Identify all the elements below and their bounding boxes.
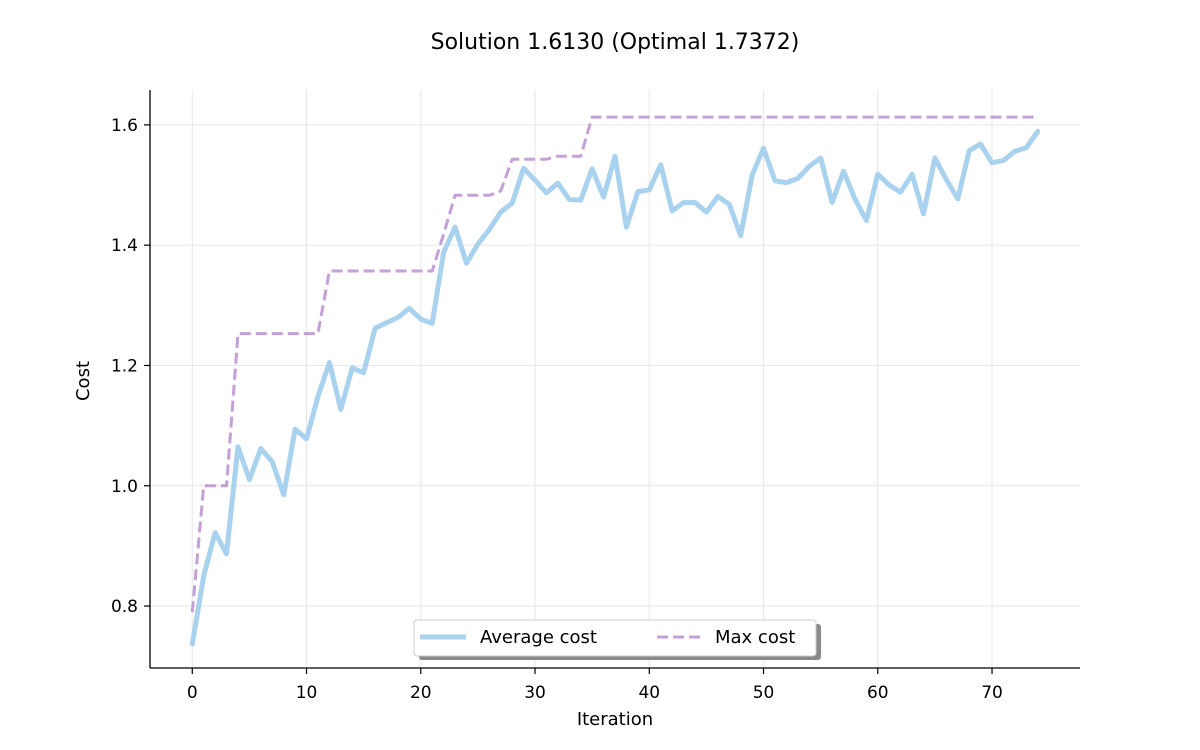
max-cost-line [190,115,1038,613]
x-axis-title: Iteration [577,709,653,730]
x-tick-label: 60 [867,683,889,703]
y-tick-label: 1.6 [111,116,138,136]
x-tick-label: 40 [638,683,660,703]
legend-label-max-cost: Max cost [715,627,795,648]
y-tick-label: 0.8 [111,597,138,617]
y-tick-label: 1.0 [111,477,138,497]
y-tick-label: 1.4 [111,236,138,256]
legend: Average cost Max cost [413,619,821,660]
y-axis-title: Cost [73,361,94,401]
axes [149,90,1080,669]
legend-box [413,619,817,657]
legend-label-average-cost: Average cost [480,627,597,648]
x-ticks: 0 10 20 30 40 50 60 70 [187,668,1003,703]
y-ticks: 0.8 1.0 1.2 1.4 1.6 [111,116,150,617]
y-tick-label: 1.2 [111,356,138,376]
x-tick-label: 30 [524,683,546,703]
x-tick-label: 10 [296,683,318,703]
average-cost-line [189,129,1041,647]
x-tick-label: 70 [981,683,1003,703]
x-tick-label: 50 [753,683,775,703]
chart-title: Solution 1.6130 (Optimal 1.7372) [431,30,800,55]
series-layer [189,115,1041,647]
grid [150,90,1080,668]
x-tick-label: 0 [187,683,198,703]
x-tick-label: 20 [410,683,432,703]
